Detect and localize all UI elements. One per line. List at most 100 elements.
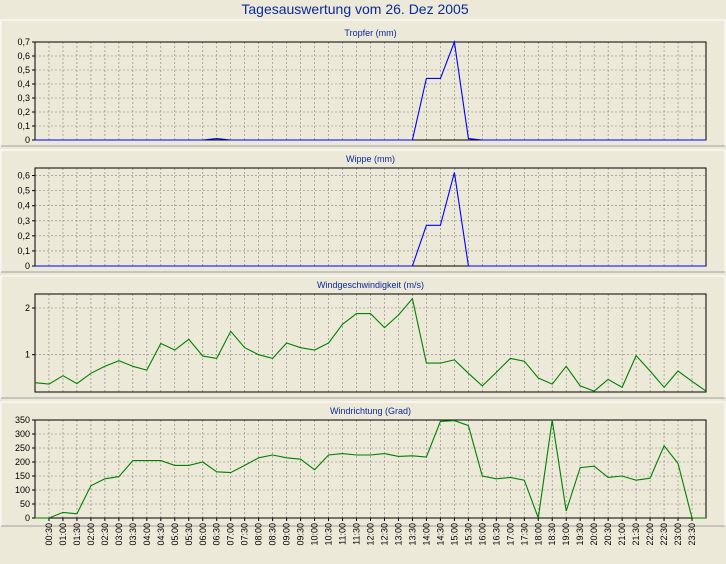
y-tick-label: 2 bbox=[25, 303, 30, 313]
data-point bbox=[160, 265, 161, 266]
x-tick-label: 17:30 bbox=[519, 523, 529, 546]
data-point bbox=[440, 225, 441, 226]
data-point bbox=[230, 139, 231, 140]
plot-area-border bbox=[34, 293, 707, 393]
x-tick-label: 08:30 bbox=[268, 523, 278, 546]
data-point bbox=[314, 469, 315, 470]
data-point bbox=[663, 265, 664, 266]
x-tick-label: 12:30 bbox=[380, 523, 390, 546]
data-point bbox=[412, 139, 413, 140]
x-tick-label: 16:30 bbox=[491, 523, 501, 546]
data-point bbox=[412, 455, 413, 456]
panel-frame bbox=[0, 149, 726, 273]
data-point bbox=[370, 265, 371, 266]
data-point bbox=[146, 369, 147, 370]
data-point bbox=[370, 313, 371, 314]
data-point bbox=[524, 139, 525, 140]
y-tick-label: 0,3 bbox=[17, 216, 30, 226]
y-tick-label: 0,4 bbox=[17, 79, 30, 89]
data-point bbox=[34, 382, 35, 383]
data-point bbox=[636, 355, 637, 356]
chart-panels: Tropfer (mm) 0 0,1 0,2 0,3 0,4 0,5 0,6 0,7 Wippe … bbox=[0, 19, 726, 546]
data-point bbox=[426, 78, 427, 79]
data-point bbox=[272, 358, 273, 359]
data-point bbox=[440, 421, 441, 422]
data-point bbox=[258, 265, 259, 266]
data-point bbox=[104, 478, 105, 479]
data-point bbox=[132, 265, 133, 266]
data-point bbox=[663, 139, 664, 140]
panel-title: Windgeschwindigkeit (m/s) bbox=[317, 280, 424, 290]
data-point bbox=[370, 139, 371, 140]
data-point bbox=[48, 139, 49, 140]
x-tick-label: 00:30 bbox=[44, 523, 54, 546]
data-point bbox=[510, 477, 511, 478]
y-tick-label: 200 bbox=[15, 457, 30, 467]
data-point bbox=[608, 139, 609, 140]
data-point bbox=[412, 265, 413, 266]
data-point bbox=[90, 485, 91, 486]
data-point bbox=[286, 139, 287, 140]
data-point bbox=[538, 265, 539, 266]
data-point bbox=[705, 517, 706, 518]
y-tick-label: 50 bbox=[20, 499, 30, 509]
x-tick-label: 01:00 bbox=[58, 523, 68, 546]
x-tick-label: 10:00 bbox=[310, 523, 320, 546]
x-tick-label: 13:00 bbox=[394, 523, 404, 546]
data-point bbox=[496, 478, 497, 479]
data-point bbox=[356, 265, 357, 266]
x-tick-label: 23:30 bbox=[687, 523, 697, 546]
series-line bbox=[35, 39, 706, 141]
x-tick-label: 07:30 bbox=[240, 523, 250, 546]
data-point bbox=[566, 265, 567, 266]
data-point bbox=[216, 471, 217, 472]
x-tick-label: 21:00 bbox=[617, 523, 627, 546]
data-point bbox=[622, 265, 623, 266]
data-point bbox=[482, 139, 483, 140]
y-tick-label: 250 bbox=[15, 443, 30, 453]
x-tick-label: 19:00 bbox=[561, 523, 571, 546]
data-point bbox=[300, 459, 301, 460]
data-point bbox=[538, 377, 539, 378]
data-point bbox=[663, 387, 664, 388]
data-point bbox=[132, 460, 133, 461]
data-point bbox=[230, 331, 231, 332]
data-point bbox=[510, 139, 511, 140]
data-point bbox=[300, 139, 301, 140]
data-point bbox=[216, 265, 217, 266]
data-point bbox=[342, 139, 343, 140]
data-point bbox=[202, 461, 203, 462]
x-tick-label: 14:00 bbox=[421, 523, 431, 546]
data-point bbox=[244, 465, 245, 466]
x-tick-label: 01:30 bbox=[72, 523, 82, 546]
x-axis: 00:30 01:00 01:30 02:00 02:30 03:00 03:30 04:00… bbox=[44, 518, 697, 546]
y-tick-label: 0,5 bbox=[17, 65, 30, 75]
x-tick-label: 19:30 bbox=[575, 523, 585, 546]
data-point bbox=[552, 139, 553, 140]
data-point bbox=[552, 419, 553, 420]
data-point bbox=[356, 139, 357, 140]
data-point bbox=[426, 225, 427, 226]
panel-frame bbox=[0, 19, 726, 147]
data-point bbox=[244, 265, 245, 266]
data-point bbox=[76, 265, 77, 266]
data-point bbox=[342, 453, 343, 454]
data-point bbox=[384, 139, 385, 140]
data-point bbox=[440, 78, 441, 79]
data-point bbox=[691, 265, 692, 266]
data-point bbox=[566, 510, 567, 511]
data-point bbox=[118, 265, 119, 266]
x-tick-label: 09:30 bbox=[296, 523, 306, 546]
data-point bbox=[132, 139, 133, 140]
data-point bbox=[496, 372, 497, 373]
chart-panel: Windgeschwindigkeit (m/s) 1 2 bbox=[0, 275, 726, 399]
data-point bbox=[48, 265, 49, 266]
data-point bbox=[663, 445, 664, 446]
x-tick-label: 16:00 bbox=[477, 523, 487, 546]
data-point bbox=[258, 457, 259, 458]
panel-title: Wippe (mm) bbox=[346, 154, 395, 164]
x-tick-label: 18:30 bbox=[547, 523, 557, 546]
data-point bbox=[622, 475, 623, 476]
data-point bbox=[677, 139, 678, 140]
data-point bbox=[594, 139, 595, 140]
